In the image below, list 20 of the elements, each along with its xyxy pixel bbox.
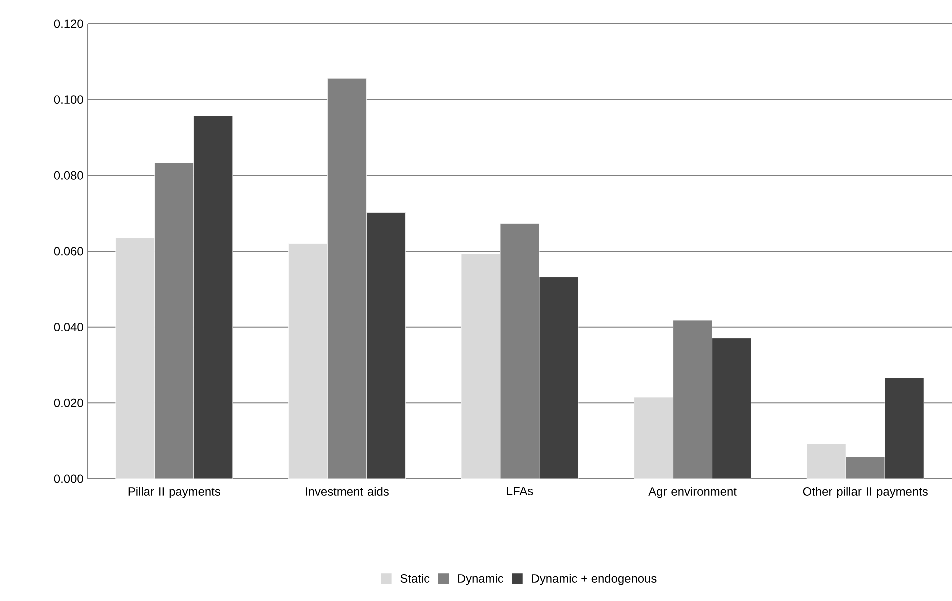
x-tick-label: Pillar II payments: [128, 487, 220, 498]
y-tick-label: 0.120: [54, 20, 84, 28]
y-tick-label: 0.040: [54, 323, 84, 332]
legend-label: Dynamic: [458, 574, 504, 586]
x-tick-label: Agr environment: [648, 487, 737, 498]
bar: [712, 338, 752, 479]
x-tick-label: LFAs: [507, 487, 534, 496]
legend-label: Static: [400, 574, 430, 583]
x-tick-label: Investment aids: [306, 487, 389, 496]
y-tick-label: 0.080: [54, 171, 84, 180]
bar: [366, 212, 406, 479]
x-tick-label: Other pillar II payments: [803, 487, 928, 498]
bar: [884, 378, 924, 479]
y-tick-label: 0.020: [54, 398, 84, 408]
bar: [539, 277, 579, 479]
y-tick-label: 0.060: [54, 247, 84, 256]
y-tick-label: 0.100: [54, 96, 84, 104]
legend-label: Dynamic + endogenous: [532, 574, 657, 586]
y-tick-label: 0.000: [54, 474, 84, 484]
bar: [194, 116, 234, 479]
